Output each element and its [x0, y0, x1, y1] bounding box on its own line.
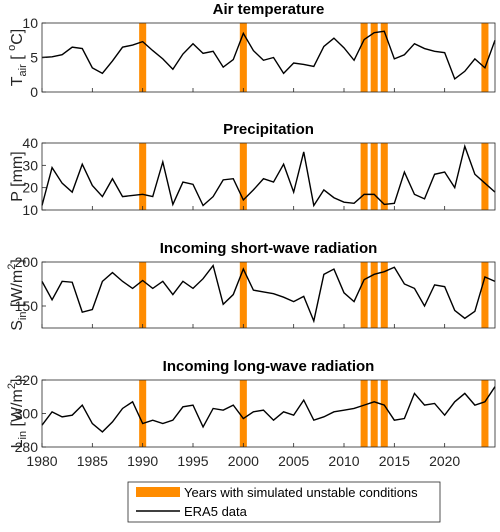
highlight-bar	[380, 143, 388, 210]
highlight-bar	[239, 143, 247, 210]
x-tick-label: 1980	[26, 453, 57, 469]
highlight-bar	[380, 380, 388, 447]
highlight-bar	[380, 23, 388, 92]
plot-frame	[41, 142, 496, 211]
highlight-bar	[139, 23, 147, 92]
y-axis-label: Lin [W/m2]	[6, 379, 29, 449]
x-tick-label: 2005	[278, 453, 309, 469]
y-tick-label: 10	[22, 202, 38, 218]
y-tick-label: 200	[15, 254, 39, 270]
highlight-bar	[360, 262, 368, 328]
y-axis-label-part: ]	[9, 259, 26, 263]
y-axis-label-part: L	[9, 439, 26, 448]
highlight-bar	[481, 23, 489, 92]
y-axis-label-part: C]	[9, 29, 26, 45]
highlight-bar	[370, 143, 378, 210]
y-axis-label-part: o	[6, 45, 18, 51]
y-tick-label: 300	[15, 406, 39, 422]
highlight-bar	[481, 380, 489, 447]
y-tick-label: 320	[15, 372, 39, 388]
y-axis-label-part: T	[9, 76, 26, 86]
y-axis-label-part: 2	[6, 264, 18, 270]
highlight-bar	[370, 262, 378, 328]
y-tick-label: 5	[30, 50, 38, 66]
y-axis-label-part: [	[9, 51, 26, 64]
highlight-bar	[481, 262, 489, 328]
y-tick-label: 20	[22, 180, 38, 196]
y-tick-label: 150	[15, 298, 39, 314]
x-tick-label: 2020	[429, 453, 460, 469]
highlight-bar	[239, 262, 247, 328]
data-line	[41, 30, 496, 81]
highlight-bar	[139, 380, 147, 447]
data-line	[41, 386, 496, 433]
legend-swatch	[136, 487, 180, 497]
x-tick-label: 1990	[127, 453, 158, 469]
y-tick-label: 280	[15, 439, 39, 455]
x-tick-label: 2000	[228, 453, 259, 469]
panel-title: Precipitation	[223, 121, 314, 138]
highlight-bar	[139, 262, 147, 328]
highlight-bar	[380, 262, 388, 328]
x-tick-label: 1985	[77, 453, 108, 469]
highlight-bar	[360, 143, 368, 210]
panel-title: Incoming short-wave radiation	[160, 240, 378, 257]
x-tick-label: 2015	[379, 453, 410, 469]
x-tick-label: 2010	[328, 453, 359, 469]
panel-title: Air temperature	[213, 1, 325, 18]
panel-title: Incoming long-wave radiation	[163, 358, 375, 375]
data-line	[41, 263, 496, 324]
highlight-bar	[239, 23, 247, 92]
highlight-bar	[481, 143, 489, 210]
y-axis-label: P [mm]	[9, 151, 26, 201]
legend: Years with simulated unstable conditions…	[127, 481, 441, 523]
y-tick-label: 40	[22, 135, 38, 151]
y-tick-label: 0	[30, 84, 38, 100]
legend-label: ERA5 data	[184, 504, 248, 519]
data-line	[41, 143, 496, 208]
y-axis-label: Tair [ oC]	[6, 29, 29, 86]
y-axis-label: Sin [W/m2]	[6, 259, 29, 331]
y-axis-label-part: S	[9, 320, 26, 331]
highlight-bar	[360, 23, 368, 92]
highlight-bar	[139, 143, 147, 210]
highlight-bar	[370, 380, 378, 447]
y-axis-label-part: [W/m	[9, 270, 26, 312]
y-tick-label: 30	[22, 157, 38, 173]
y-tick-label: 10	[22, 15, 38, 31]
highlight-bar	[360, 380, 368, 447]
legend-label: Years with simulated unstable conditions	[184, 485, 418, 500]
y-axis-label-part: ]	[9, 379, 26, 383]
plot-frame	[41, 261, 496, 329]
y-axis-label-part: in	[17, 431, 29, 440]
y-axis-label-part: 2	[6, 383, 18, 389]
x-tick-label: 1995	[177, 453, 208, 469]
y-axis-label-part: in	[17, 312, 29, 321]
y-axis-label-part: P [mm]	[9, 151, 26, 201]
highlight-bar	[370, 23, 378, 92]
y-axis-label-part: air	[17, 64, 29, 77]
y-axis-label-part: [W/m	[9, 389, 26, 431]
highlight-bar	[239, 380, 247, 447]
